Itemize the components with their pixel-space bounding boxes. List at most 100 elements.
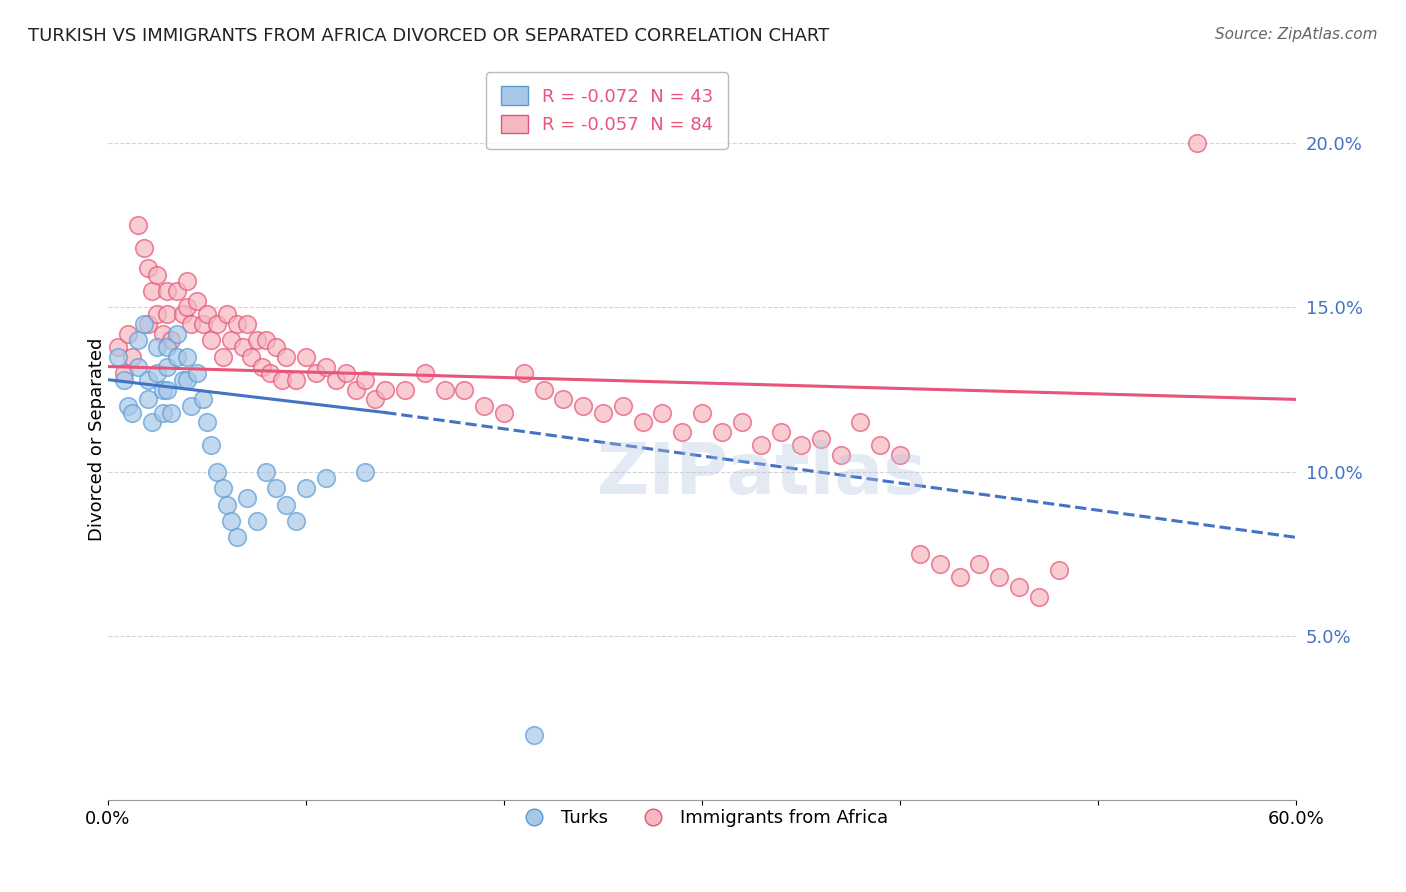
Text: Source: ZipAtlas.com: Source: ZipAtlas.com	[1215, 27, 1378, 42]
Point	[969, 557, 991, 571]
Point	[731, 416, 754, 430]
Point	[254, 465, 277, 479]
Point	[141, 416, 163, 430]
Point	[186, 293, 208, 308]
Point	[849, 416, 872, 430]
Point	[176, 350, 198, 364]
Point	[132, 317, 155, 331]
Point	[235, 491, 257, 505]
Point	[810, 432, 832, 446]
Point	[472, 399, 495, 413]
Point	[295, 350, 318, 364]
Legend: Turks, Immigrants from Africa: Turks, Immigrants from Africa	[509, 802, 896, 835]
Point	[127, 359, 149, 374]
Point	[1185, 136, 1208, 150]
Point	[394, 383, 416, 397]
Point	[195, 307, 218, 321]
Point	[225, 530, 247, 544]
Point	[191, 317, 214, 331]
Point	[869, 438, 891, 452]
Point	[271, 373, 294, 387]
Point	[107, 350, 129, 364]
Point	[266, 340, 288, 354]
Point	[325, 373, 347, 387]
Point	[492, 405, 515, 419]
Point	[235, 317, 257, 331]
Point	[315, 359, 337, 374]
Point	[928, 557, 950, 571]
Point	[152, 405, 174, 419]
Point	[239, 350, 262, 364]
Point	[117, 399, 139, 413]
Point	[191, 392, 214, 407]
Point	[211, 350, 233, 364]
Point	[215, 307, 238, 321]
Point	[254, 333, 277, 347]
Point	[160, 405, 183, 419]
Point	[305, 366, 328, 380]
Point	[374, 383, 396, 397]
Point	[453, 383, 475, 397]
Point	[127, 219, 149, 233]
Point	[245, 514, 267, 528]
Point	[180, 317, 202, 331]
Point	[219, 514, 242, 528]
Point	[156, 284, 179, 298]
Point	[1047, 563, 1070, 577]
Point	[136, 317, 159, 331]
Point	[513, 366, 536, 380]
Point	[908, 547, 931, 561]
Point	[136, 260, 159, 275]
Point	[433, 383, 456, 397]
Point	[146, 268, 169, 282]
Point	[166, 284, 188, 298]
Point	[413, 366, 436, 380]
Point	[176, 373, 198, 387]
Point	[195, 416, 218, 430]
Point	[200, 438, 222, 452]
Point	[335, 366, 357, 380]
Point	[200, 333, 222, 347]
Point	[830, 448, 852, 462]
Point	[132, 241, 155, 255]
Point	[166, 326, 188, 341]
Point	[364, 392, 387, 407]
Point	[225, 317, 247, 331]
Point	[612, 399, 634, 413]
Point	[690, 405, 713, 419]
Point	[205, 317, 228, 331]
Point	[285, 373, 308, 387]
Point	[770, 425, 793, 440]
Point	[592, 405, 614, 419]
Point	[136, 373, 159, 387]
Point	[631, 416, 654, 430]
Point	[211, 481, 233, 495]
Point	[117, 326, 139, 341]
Point	[533, 383, 555, 397]
Point	[219, 333, 242, 347]
Point	[160, 333, 183, 347]
Point	[172, 307, 194, 321]
Point	[232, 340, 254, 354]
Point	[948, 570, 970, 584]
Y-axis label: Divorced or Separated: Divorced or Separated	[89, 337, 105, 541]
Point	[176, 301, 198, 315]
Point	[166, 350, 188, 364]
Point	[205, 465, 228, 479]
Point	[572, 399, 595, 413]
Point	[259, 366, 281, 380]
Point	[266, 481, 288, 495]
Point	[751, 438, 773, 452]
Point	[186, 366, 208, 380]
Point	[710, 425, 733, 440]
Point	[285, 514, 308, 528]
Point	[1028, 590, 1050, 604]
Text: TURKISH VS IMMIGRANTS FROM AFRICA DIVORCED OR SEPARATED CORRELATION CHART: TURKISH VS IMMIGRANTS FROM AFRICA DIVORC…	[28, 27, 830, 45]
Point	[107, 340, 129, 354]
Point	[276, 350, 298, 364]
Point	[354, 373, 377, 387]
Point	[651, 405, 673, 419]
Point	[790, 438, 813, 452]
Point	[276, 498, 298, 512]
Point	[553, 392, 575, 407]
